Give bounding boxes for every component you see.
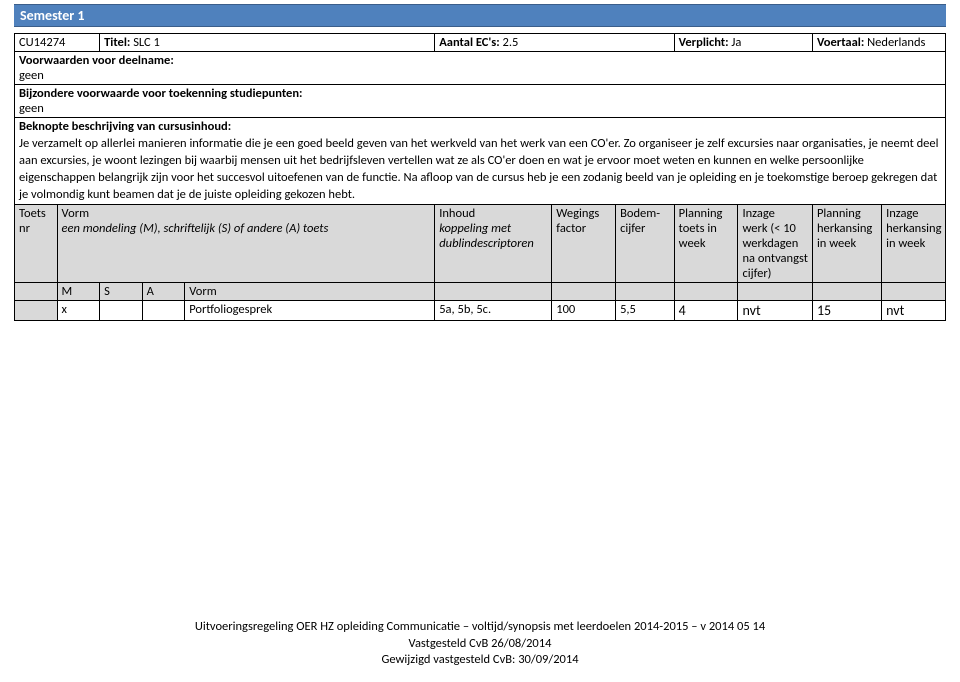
titel-label: Titel:	[104, 35, 130, 50]
cell-ecs: Aantal EC's: 2.5	[435, 34, 674, 52]
page: Semester 1 CU14274 Titel: SLC 1	[0, 0, 960, 321]
e2	[552, 283, 616, 301]
d-nr	[15, 301, 58, 321]
row-sub-headers: M S A Vorm	[15, 283, 946, 301]
hdr-inz-her: Inzage herkansing in week	[882, 205, 946, 283]
hdr-vorm-1: Vorm	[62, 206, 90, 221]
d-vorm: Portfoliogesprek	[185, 301, 435, 321]
d-inz-her: nvt	[882, 301, 946, 321]
hdr-inz-2: werk (< 10 werkdagen na ontvangst cijfer…	[742, 221, 807, 281]
hdr-wegings-1: Wegings	[556, 206, 599, 221]
voertaal-label: Voertaal:	[817, 35, 864, 50]
footer-line-3: Gewijzigd vastgesteld CvB: 30/09/2014	[0, 652, 960, 668]
hdr-ih-1: Inzage	[886, 206, 918, 221]
d-planning: 4	[674, 301, 738, 321]
hdr-bodem: Bodem- cijfer	[616, 205, 675, 283]
hdr-inhoud-1: Inhoud	[439, 206, 475, 221]
cell-beschrijving: Beknopte beschrijving van cursusinhoud: …	[15, 118, 946, 205]
e1	[435, 283, 552, 301]
titel-value: SLC 1	[133, 35, 160, 50]
hdr-bodem-2: cijfer	[620, 221, 645, 236]
hdr-nr: nr	[19, 221, 30, 236]
beknopte-text: Je verzamelt op allerlei manieren inform…	[19, 136, 941, 204]
footer-line-1: Uitvoeringsregeling OER HZ opleiding Com…	[0, 619, 960, 635]
hdr-toets: Toets	[19, 206, 46, 221]
d-inhoud: 5a, 5b, 5c.	[435, 301, 552, 321]
d-wegings: 100	[552, 301, 616, 321]
sub-s: S	[100, 283, 143, 301]
row-beschrijving: Beknopte beschrijving van cursusinhoud: …	[15, 118, 946, 205]
semester-header: Semester 1	[14, 4, 946, 27]
e7	[882, 283, 946, 301]
ecs-value: 2.5	[503, 35, 519, 50]
d-bodem: 5,5	[616, 301, 675, 321]
row-data: x Portfoliogesprek 5a, 5b, 5c. 100 5,5 4…	[15, 301, 946, 321]
hdr-plan-2: toets in week	[679, 221, 717, 251]
e4	[674, 283, 738, 301]
footer-line-2: Vastgesteld CvB 26/08/2014	[0, 636, 960, 652]
ecs-label: Aantal EC's:	[439, 35, 500, 50]
cell-bijzondere: Bijzondere voorwaarde voor toekenning st…	[15, 85, 946, 118]
row-voorwaarden: Voorwaarden voor deelname: geen	[15, 52, 946, 85]
hdr-inz-1: Inzage	[742, 206, 774, 221]
d-inzage: nvt	[738, 301, 812, 321]
hdr-vorm-2: een mondeling (M), schriftelijk (S) of a…	[62, 221, 329, 236]
hdr-ph-1: Planning	[817, 206, 861, 221]
page-footer: Uitvoeringsregeling OER HZ opleiding Com…	[0, 619, 960, 668]
e6	[812, 283, 881, 301]
cell-code: CU14274	[15, 34, 100, 52]
hdr-bodem-1: Bodem-	[620, 206, 660, 221]
e5	[738, 283, 812, 301]
hdr-planning: Planning toets in week	[674, 205, 738, 283]
course-table: CU14274 Titel: SLC 1 Aantal EC's: 2.5 Ve…	[14, 33, 946, 321]
hdr-toets-nr: Toets nr	[15, 205, 58, 283]
row-bijzondere: Bijzondere voorwaarde voor toekenning st…	[15, 85, 946, 118]
row-identifiers: CU14274 Titel: SLC 1 Aantal EC's: 2.5 Ve…	[15, 34, 946, 52]
hdr-plan-1: Planning	[679, 206, 723, 221]
hdr-ph-2: herkansing in week	[817, 221, 872, 251]
d-plan-her: 15	[812, 301, 881, 321]
voertaal-value: Nederlands	[867, 35, 925, 50]
cell-voertaal: Voertaal: Nederlands	[812, 34, 945, 52]
cell-verplicht: Verplicht: Ja	[674, 34, 812, 52]
cell-titel: Titel: SLC 1	[100, 34, 435, 52]
row-grid-headers: Toets nr Vorm een mondeling (M), schrift…	[15, 205, 946, 283]
sub-vorm: Vorm	[185, 283, 435, 301]
voorwaarden-label: Voorwaarden voor deelname:	[19, 53, 941, 68]
bijz-label: Bijzondere voorwaarde voor toekenning st…	[19, 86, 941, 101]
d-a	[142, 301, 185, 321]
hdr-inzage: Inzage werk (< 10 werkdagen na ontvangst…	[738, 205, 812, 283]
d-s	[100, 301, 143, 321]
bijz-value: geen	[19, 101, 941, 116]
verplicht-label: Verplicht:	[679, 35, 729, 50]
hdr-wegings-2: factor	[556, 221, 586, 236]
hdr-vorm: Vorm een mondeling (M), schriftelijk (S)…	[57, 205, 435, 283]
hdr-wegings: Wegings factor	[552, 205, 616, 283]
e3	[616, 283, 675, 301]
sub-a: A	[142, 283, 185, 301]
sub-empty	[15, 283, 58, 301]
hdr-inhoud-2: koppeling met dublindescriptoren	[439, 221, 534, 251]
verplicht-value: Ja	[731, 35, 741, 50]
hdr-ih-2: herkansing in week	[886, 221, 941, 251]
sub-m: M	[57, 283, 100, 301]
voorwaarden-value: geen	[19, 68, 941, 83]
beknopte-label: Beknopte beschrijving van cursusinhoud:	[19, 119, 941, 136]
hdr-inhoud: Inhoud koppeling met dublindescriptoren	[435, 205, 552, 283]
cell-voorwaarden: Voorwaarden voor deelname: geen	[15, 52, 946, 85]
d-m: x	[57, 301, 100, 321]
hdr-plan-her: Planning herkansing in week	[812, 205, 881, 283]
